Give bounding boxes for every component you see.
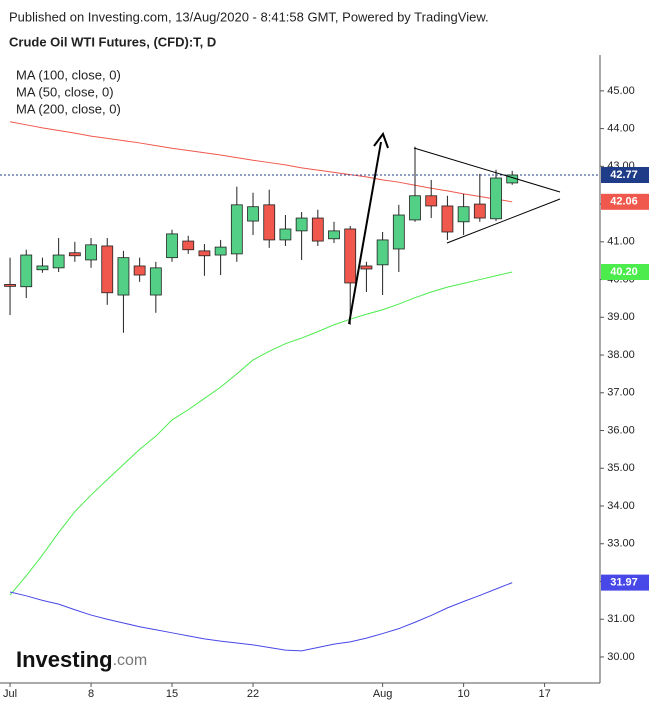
candle-body <box>198 250 211 257</box>
candle-body <box>101 245 114 294</box>
x-tick-label: Aug <box>373 688 393 700</box>
legend-entry: MA (50, close, 0) <box>16 84 114 99</box>
chart-title: Crude Oil WTI Futures, (CFD):T, D <box>9 34 216 49</box>
logo: Investing.com <box>16 647 147 672</box>
x-tick-label: Jul <box>3 688 17 700</box>
candle-body <box>344 228 357 284</box>
logo-suffix: .com <box>113 652 148 669</box>
triangle-upper <box>413 147 561 193</box>
x-tick-label: 22 <box>247 688 259 700</box>
legend-entry: MA (100, close, 0) <box>16 67 121 82</box>
triangle-lower <box>446 198 561 244</box>
y-tick-label: 37.00 <box>607 387 635 399</box>
candle-body <box>392 214 405 250</box>
candle-body <box>36 265 49 271</box>
candle-body <box>409 195 421 221</box>
price-label-box <box>601 264 649 281</box>
candle-body <box>182 240 195 251</box>
candle-body <box>311 217 324 242</box>
candle-body <box>166 233 178 259</box>
candle-body <box>214 246 227 256</box>
candle-body <box>52 254 65 269</box>
candle-body <box>230 204 243 255</box>
candle-body <box>133 265 146 276</box>
x-tick-label: 15 <box>166 688 178 700</box>
y-tick-label: 34.00 <box>607 500 635 512</box>
candle-body <box>457 206 470 223</box>
candle-body <box>279 228 292 241</box>
y-tick-label: 38.00 <box>607 349 635 361</box>
y-tick-label: 30.00 <box>607 651 635 663</box>
candle-body <box>85 244 97 261</box>
plot: 30.0031.0032.0033.0034.0035.0036.0037.00… <box>0 85 649 700</box>
logo-brand-text: Investing <box>16 647 113 672</box>
annotations <box>348 131 561 325</box>
candle-body <box>263 204 276 241</box>
ma-line <box>9 271 513 596</box>
y-tick-label: 31.00 <box>607 613 635 625</box>
candle-body <box>4 284 16 287</box>
y-tick-label: 45.00 <box>607 85 635 97</box>
price-label-box <box>601 574 649 591</box>
y-tick-label: 36.00 <box>607 424 635 436</box>
candle-body <box>149 267 162 296</box>
logo-brand: Investing.com <box>16 647 147 672</box>
candle-body <box>376 239 389 266</box>
candle-body <box>20 254 33 288</box>
price-label: 40.20 <box>610 266 638 278</box>
candle-body <box>441 205 454 233</box>
legend-entry: MA (200, close, 0) <box>16 101 121 116</box>
candle-body <box>247 206 259 222</box>
candle-body <box>425 195 438 207</box>
candle-body <box>68 252 81 257</box>
arrow-line <box>348 141 382 325</box>
price-label-box <box>601 193 649 210</box>
x-tick-label: 10 <box>457 688 469 700</box>
y-tick-label: 35.00 <box>607 462 635 474</box>
header: Published on Investing.com, 13/Aug/2020 … <box>9 9 489 24</box>
y-tick-label: 44.00 <box>607 123 635 135</box>
candle-body <box>360 265 373 270</box>
price-label: 42.77 <box>610 169 638 181</box>
y-tick-label: 33.00 <box>607 538 635 550</box>
price-label-box <box>601 167 649 184</box>
x-tick-label: 8 <box>88 688 94 700</box>
ma-line <box>9 582 513 652</box>
candle-body <box>473 203 486 219</box>
y-tick-label: 39.00 <box>607 311 635 323</box>
price-label: 31.97 <box>610 577 638 589</box>
ma-line <box>9 121 513 203</box>
arrow-head <box>373 131 389 149</box>
candle-body <box>117 257 130 296</box>
price-label: 42.06 <box>610 196 638 208</box>
candle-body <box>295 217 308 232</box>
candle-body <box>490 177 502 220</box>
candle-body <box>328 230 340 240</box>
y-tick-label: 41.00 <box>607 236 635 248</box>
x-tick-label: 17 <box>538 688 550 700</box>
